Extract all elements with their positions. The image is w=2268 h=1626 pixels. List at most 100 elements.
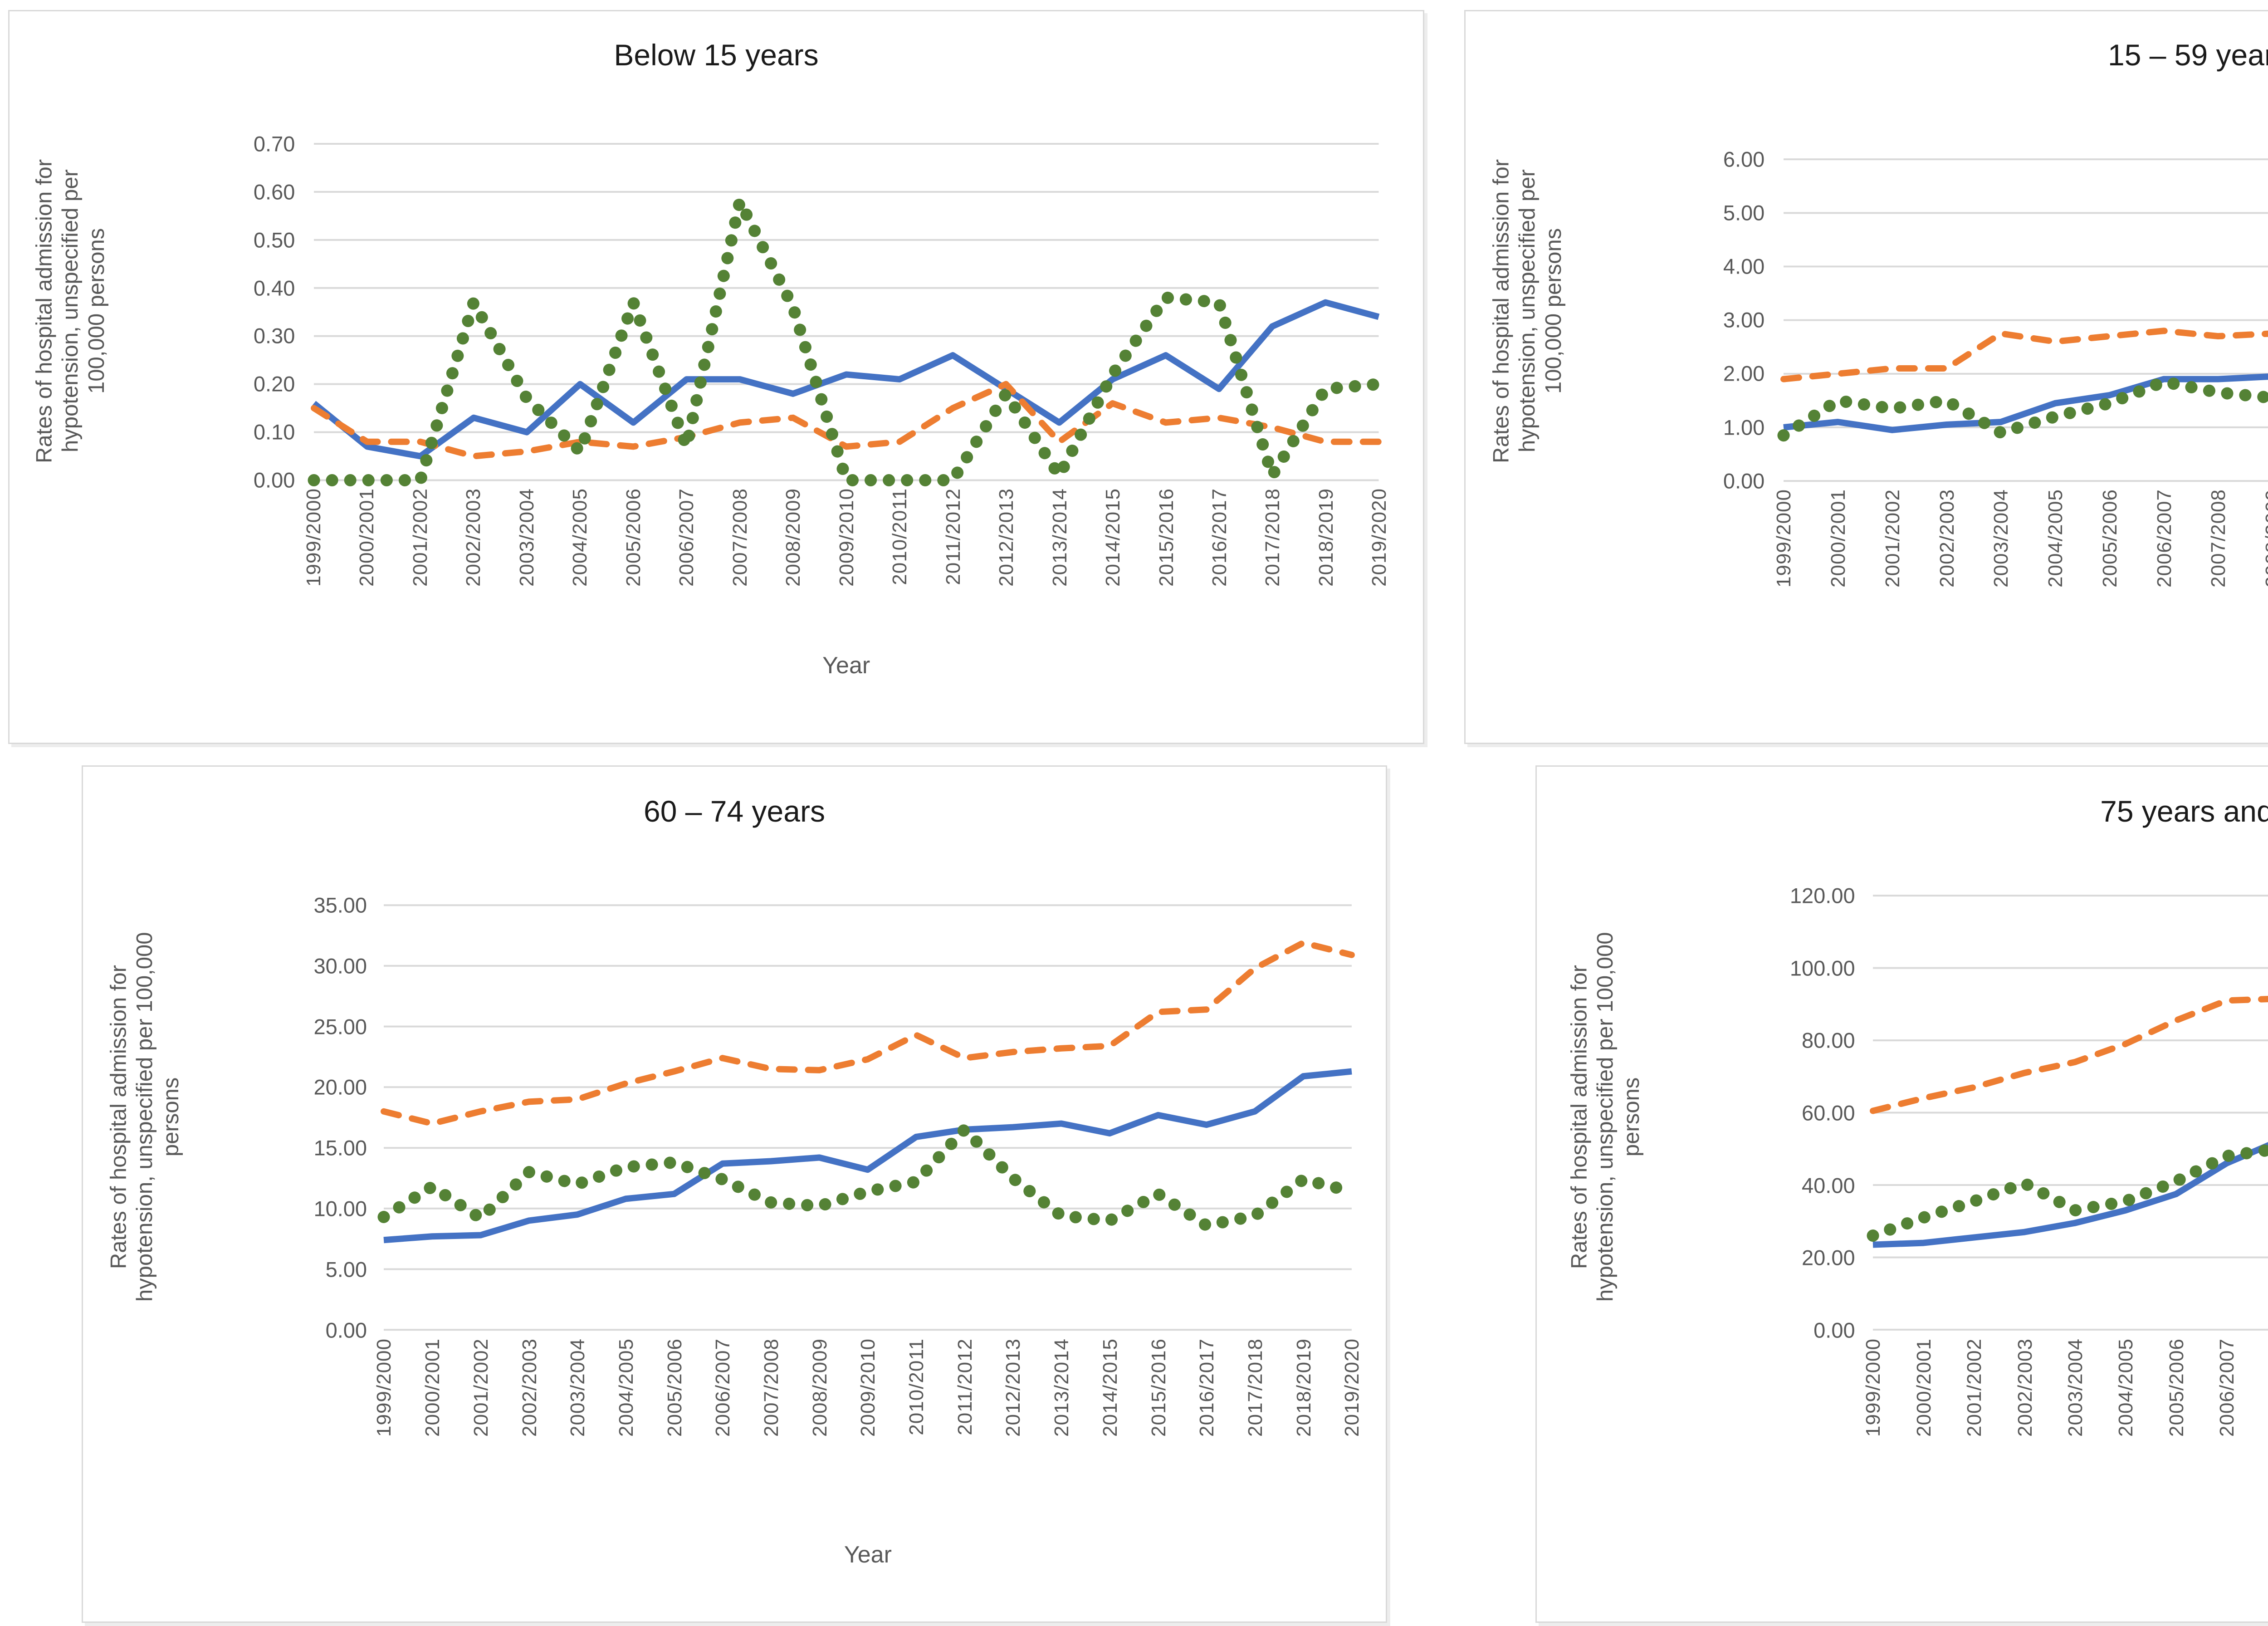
x-axis-row: Year [384,1541,1352,1610]
x-tick-label: 2002/2003 [518,1338,541,1437]
y-axis-title-line: Rates of hospital admission for [106,965,131,1269]
plot-area-below-15-years [308,142,1385,486]
x-tick-label: 2007/2008 [760,1338,782,1437]
x-tick-label: 2012/2013 [995,488,1018,587]
x-axis-row: Year England Australia Wales [1784,662,2268,728]
y-tick-label: 0.40 [253,276,295,300]
y-axis-title-line: hypotension, unspecified per 100,000 [1593,932,1618,1302]
y-tick-label: 6.00 [1723,147,1765,171]
y-tick-label: 0.30 [253,323,295,348]
y-tick-label: 2.00 [1723,361,1765,386]
y-axis-tick-labels: 0.00 20.00 40.00 60.00 80.00 100.00 120.00 [1662,884,1855,1342]
x-tick-label: 2012/2013 [1002,1338,1025,1437]
x-tick-label: 2017/2018 [1261,488,1284,587]
y-axis-title: Rates of hospital admission for hypotens… [106,852,184,1382]
x-tick-label: 2006/2007 [675,488,698,587]
series-wales [308,195,1385,486]
series-england [1873,1142,2268,1249]
y-axis-title: Rates of hospital admission for hypotens… [1567,852,1644,1382]
y-axis-title-line: hypotension, unspecified per [1515,170,1540,453]
plot-area-15-59-years [1777,158,2268,482]
x-tick-label: 2001/2002 [1881,489,1904,588]
x-tick-label: 2010/2011 [905,1338,928,1436]
y-tick-label: 5.00 [1723,201,1765,225]
x-tick-label: 2006/2007 [712,1338,734,1437]
y-tick-label: 3.00 [1723,308,1765,332]
x-tick-label: 1999/2000 [373,1338,396,1437]
x-axis-tick-labels: 1999/2000 2000/2001 2001/2002 2002/2003 2003… [373,1338,1363,1518]
x-tick-label: 1999/2000 [1862,1338,1885,1437]
y-tick-label: 40.00 [1802,1173,1855,1197]
x-tick-label: 2016/2017 [1196,1338,1218,1437]
y-axis-title-line: persons [158,1077,183,1157]
x-tick-label: 2014/2015 [1099,1338,1121,1437]
x-tick-label: 2014/2015 [1102,488,1124,587]
y-tick-label: 20.00 [1802,1245,1855,1270]
y-tick-label: 1.00 [1723,415,1765,440]
y-axis-tick-labels: 0.00 0.10 0.20 0.30 0.40 0.50 0.60 0.70 [122,132,295,492]
x-tick-label: 2009/2010 [857,1338,880,1437]
x-tick-label: 2005/2006 [2098,489,2121,588]
x-tick-label: 2010/2011 [889,488,911,585]
x-tick-label: 2002/2003 [2014,1338,2036,1437]
x-tick-label: 2003/2004 [1990,489,2013,588]
y-axis-tick-labels: 0.00 5.00 10.00 15.00 20.00 25.00 30.00 35.00 [200,893,367,1342]
y-tick-label: 20.00 [313,1075,367,1099]
x-tick-label: 2004/2005 [2044,489,2067,588]
y-tick-label: 35.00 [313,893,367,917]
series-australia [1870,996,2268,1114]
y-axis-title-line: Rates of hospital admission for [32,159,57,463]
x-tick-label: 2002/2003 [462,488,485,587]
x-tick-label: 2017/2018 [1244,1338,1266,1437]
x-tick-label: 2007/2008 [2266,1338,2268,1437]
y-tick-label: 25.00 [313,1014,367,1039]
x-tick-label: 2006/2007 [2216,1338,2239,1437]
y-tick-label: 0.00 [1723,469,1765,493]
series-england [1783,373,2268,433]
x-tick-label: 2001/2002 [409,488,431,587]
x-tick-label: 2005/2006 [2165,1338,2188,1437]
x-tick-label: 2002/2003 [1936,489,1958,588]
x-tick-label: 2013/2014 [1048,488,1071,587]
x-tick-label: 2001/2002 [1963,1338,1986,1437]
y-tick-label: 4.00 [1723,254,1765,279]
x-tick-label: 2005/2006 [663,1338,686,1437]
x-tick-label: 2019/2020 [1341,1338,1364,1437]
x-axis-tick-labels: 1999/2000 2000/2001 2001/2002 2002/2003 2003… [1773,489,2268,657]
x-tick-label: 2000/2001 [356,488,378,587]
y-axis-tick-labels: 0.00 1.00 2.00 3.00 4.00 5.00 6.00 [1583,147,1765,493]
series-wales [377,1123,1358,1232]
y-tick-label: 5.00 [325,1257,367,1282]
x-tick-label: 1999/2000 [1773,489,1795,588]
y-tick-label: 0.70 [253,132,295,156]
x-tick-label: 2007/2008 [728,488,751,587]
y-axis-title-line: 100,000 persons [1541,228,1566,394]
x-tick-label: 2009/2010 [835,488,858,587]
y-axis-title-line: 100,000 persons [84,228,109,394]
plot-area-60-74-years [377,904,1358,1331]
x-tick-label: 2003/2004 [2064,1338,2087,1437]
chart-panel-below-15-years: Below 15 years Rates of hospital admissi… [8,10,1424,744]
y-axis-title: Rates of hospital admission for hypotens… [1489,99,1566,523]
x-tick-label: 2000/2001 [421,1338,444,1437]
x-tick-label: 2005/2006 [622,488,645,587]
chart-title: Below 15 years [614,38,819,72]
x-tick-label: 2015/2016 [1147,1338,1170,1437]
y-tick-label: 0.60 [253,180,295,204]
y-axis-title: Rates of hospital admission for hypotens… [32,99,109,523]
x-tick-label: 2011/2012 [953,1338,976,1436]
x-tick-label: 1999/2000 [302,488,325,587]
y-tick-label: 60.00 [1802,1101,1855,1125]
x-tick-label: 2007/2008 [2207,489,2230,588]
x-axis-title: Year [822,652,870,679]
x-tick-label: 2004/2005 [569,488,591,587]
x-tick-label: 2006/2007 [2153,489,2175,588]
x-tick-label: 2004/2005 [615,1338,637,1437]
x-tick-label: 2019/2020 [1368,488,1391,587]
x-tick-label: 2018/2019 [1292,1338,1315,1437]
y-tick-label: 120.00 [1789,883,1855,908]
x-tick-label: 2011/2012 [942,488,964,585]
y-axis-title-line: Rates of hospital admission for [1488,159,1513,463]
x-tick-label: 2008/2009 [808,1338,831,1437]
y-tick-label: 100.00 [1789,956,1855,980]
